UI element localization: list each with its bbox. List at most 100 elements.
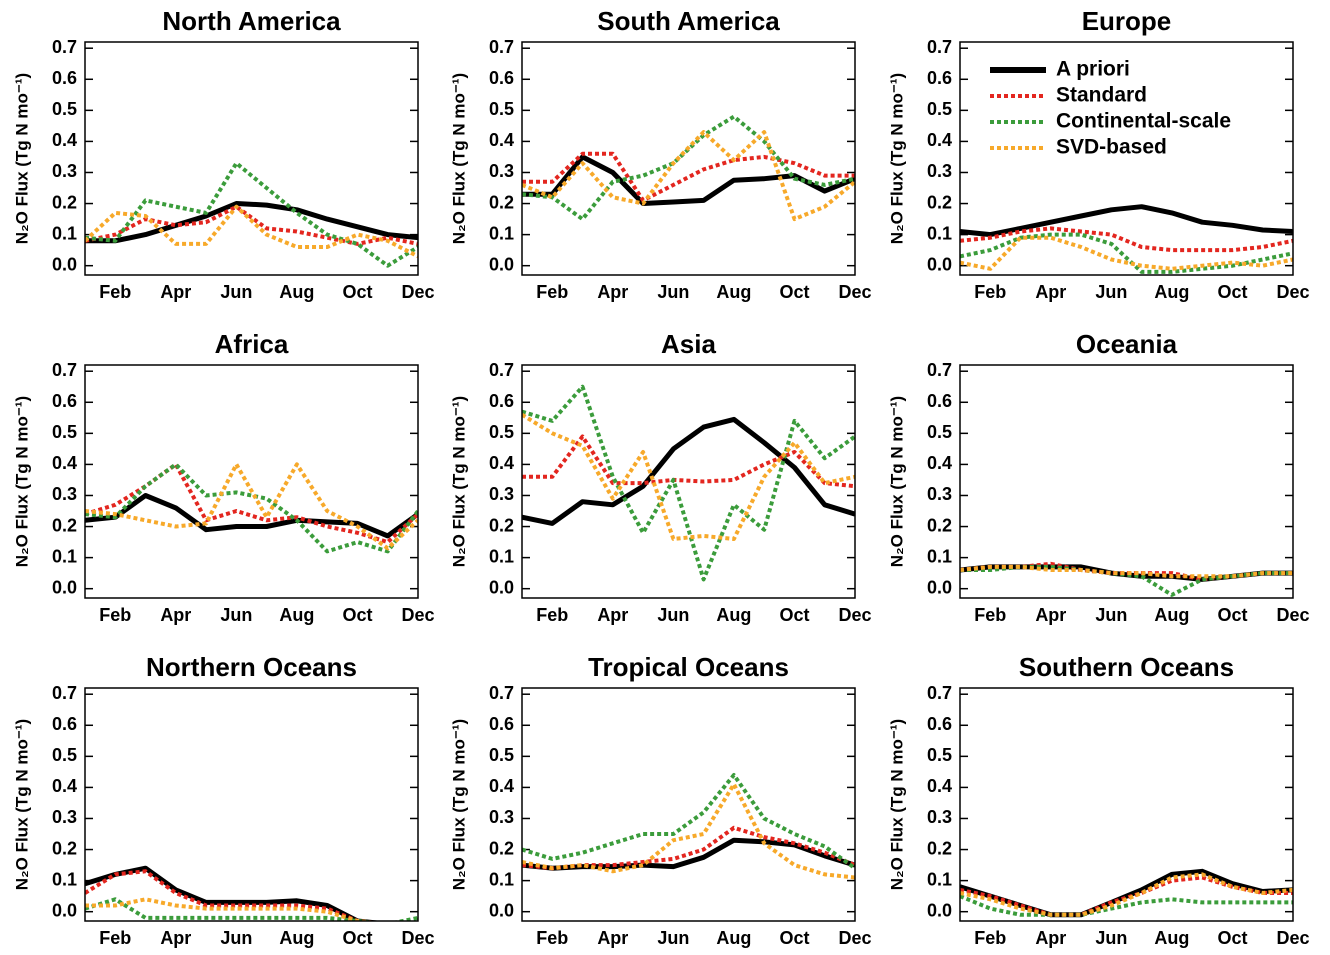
y-tick-label: 0.1: [52, 223, 77, 243]
x-tick-label: Aug: [279, 605, 314, 625]
panel-title: Tropical Oceans: [588, 652, 789, 682]
y-tick-label: 0.6: [489, 391, 514, 411]
x-tick-label: Dec: [401, 282, 434, 302]
series-line: [85, 204, 418, 246]
x-tick-label: Oct: [1217, 282, 1247, 302]
x-tick-label: Oct: [342, 282, 372, 302]
plot-frame: [959, 41, 1294, 276]
series-line: [85, 865, 382, 921]
series-line: [522, 434, 855, 489]
series-line: [522, 782, 855, 880]
panel: Northern Oceans N₂O Flux (Tg N mo⁻¹) 0.0 0.…: [12, 652, 434, 948]
plot-frame: [521, 687, 856, 922]
x-tick-label: Apr: [1035, 928, 1066, 948]
plot-frame: [959, 687, 1294, 922]
y-tick-label: 0.0: [927, 577, 952, 597]
y-axis-label: N₂O Flux (Tg N mo⁻¹): [887, 719, 906, 890]
panel-title: Europe: [1082, 6, 1172, 36]
x-tick-label: Aug: [279, 928, 314, 948]
x-tick-label: Dec: [838, 928, 871, 948]
x-tick-label: Aug: [716, 928, 751, 948]
panel: Africa N₂O Flux (Tg N mo⁻¹) 0.0 0.1 0.2 0.3 0.…: [12, 329, 434, 625]
series-line: [85, 493, 418, 539]
y-tick-label: 0.5: [489, 422, 514, 442]
y-tick-label: 0.0: [927, 254, 952, 274]
y-tick-label: 0.0: [52, 577, 77, 597]
x-tick-label: Apr: [1035, 605, 1066, 625]
panel-title: Southern Oceans: [1019, 652, 1234, 682]
y-tick-label: 0.3: [52, 484, 77, 504]
y-tick-label: 0.2: [489, 838, 514, 858]
y-tick-label: 0.6: [927, 714, 952, 734]
y-tick-label: 0.4: [927, 776, 952, 796]
x-tick-label: Apr: [160, 928, 191, 948]
x-tick-label: Aug: [1154, 928, 1189, 948]
x-tick-label: Feb: [99, 282, 131, 302]
x-tick-label: Aug: [1154, 605, 1189, 625]
y-axis-label: N₂O Flux (Tg N mo⁻¹): [887, 73, 906, 244]
x-tick-label: Dec: [1276, 605, 1309, 625]
x-tick-label: Aug: [1154, 282, 1189, 302]
panel-title: Northern Oceans: [146, 652, 357, 682]
x-tick-label: Jun: [220, 282, 252, 302]
y-tick-label: 0.1: [927, 546, 952, 566]
x-tick-label: Feb: [974, 605, 1006, 625]
x-tick-label: Feb: [536, 928, 568, 948]
y-tick-label: 0.3: [489, 161, 514, 181]
x-tick-label: Apr: [597, 928, 628, 948]
series-line: [522, 773, 855, 870]
series-line: [960, 564, 1293, 597]
y-tick-label: 0.0: [52, 254, 77, 274]
y-tick-label: 0.2: [489, 515, 514, 535]
series-line: [85, 462, 418, 551]
y-tick-label: 0.0: [927, 900, 952, 920]
series-line: [522, 154, 855, 206]
x-tick-label: Aug: [279, 282, 314, 302]
panel-title: South America: [597, 6, 780, 36]
y-tick-label: 0.2: [489, 192, 514, 212]
x-tick-label: Jun: [657, 282, 689, 302]
y-tick-label: 0.5: [927, 422, 952, 442]
series-line: [85, 462, 418, 554]
x-tick-label: Jun: [220, 605, 252, 625]
x-tick-label: Feb: [536, 605, 568, 625]
series-line: [960, 235, 1293, 271]
y-tick-label: 0.7: [927, 37, 952, 57]
x-tick-label: Oct: [1217, 928, 1247, 948]
x-tick-label: Jun: [1095, 282, 1127, 302]
series-line: [85, 201, 418, 244]
y-tick-label: 0.6: [52, 391, 77, 411]
x-tick-label: Jun: [657, 605, 689, 625]
x-tick-label: Jun: [1095, 928, 1127, 948]
y-tick-label: 0.6: [927, 391, 952, 411]
y-tick-label: 0.2: [927, 192, 952, 212]
y-tick-label: 0.4: [489, 453, 514, 473]
series-line: [960, 872, 1293, 917]
x-tick-label: Dec: [1276, 282, 1309, 302]
y-tick-label: 0.6: [489, 68, 514, 88]
series-line: [85, 204, 418, 259]
x-tick-label: Apr: [1035, 282, 1066, 302]
y-tick-label: 0.3: [52, 161, 77, 181]
y-tick-label: 0.5: [489, 745, 514, 765]
legend-label: SVD-based: [1056, 136, 1167, 159]
x-tick-label: Feb: [974, 928, 1006, 948]
y-tick-label: 0.5: [927, 99, 952, 119]
y-tick-label: 0.6: [489, 714, 514, 734]
series-line: [522, 130, 855, 222]
x-tick-label: Jun: [657, 928, 689, 948]
x-tick-label: Dec: [1276, 928, 1309, 948]
y-axis-label: N₂O Flux (Tg N mo⁻¹): [449, 73, 468, 244]
y-tick-label: 0.4: [927, 130, 952, 150]
y-axis-label: N₂O Flux (Tg N mo⁻¹): [449, 396, 468, 567]
y-tick-label: 0.6: [52, 714, 77, 734]
x-tick-label: Feb: [974, 282, 1006, 302]
y-axis-label: N₂O Flux (Tg N mo⁻¹): [887, 396, 906, 567]
y-tick-label: 0.7: [927, 360, 952, 380]
y-tick-label: 0.1: [489, 223, 514, 243]
y-tick-label: 0.6: [52, 68, 77, 88]
y-tick-label: 0.1: [52, 546, 77, 566]
y-tick-label: 0.0: [489, 577, 514, 597]
y-tick-label: 0.5: [927, 745, 952, 765]
